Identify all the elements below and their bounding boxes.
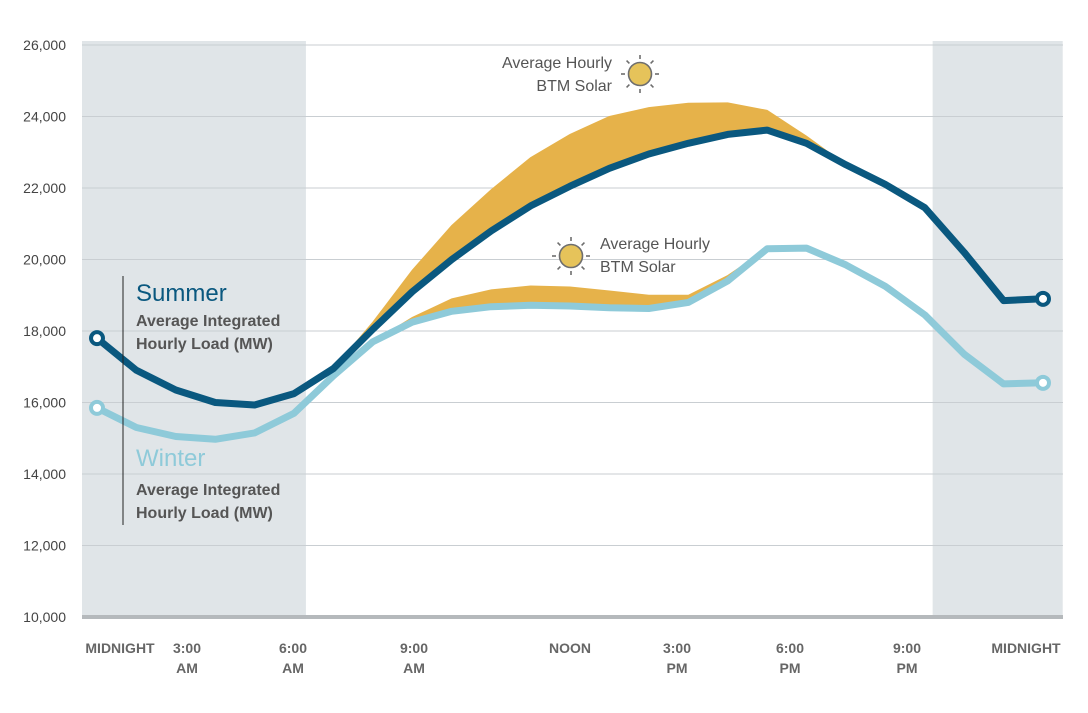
y-tick-label: 20,000 — [23, 252, 66, 268]
series-subtitle: Hourly Load (MW) — [136, 336, 273, 353]
summer-solar-annotation: Average Hourly — [502, 55, 612, 72]
night-shade-band — [82, 41, 306, 617]
data-point-winter — [89, 399, 105, 416]
x-tick-label: MIDNIGHT — [85, 640, 155, 656]
sun-icon — [552, 237, 590, 275]
axes: 10,000 12,000 14,000 16,000 18,000 20,000 22,0… — [23, 37, 1063, 676]
x-tick-label: AM — [176, 660, 198, 676]
x-tick-label: AM — [403, 660, 425, 676]
data-point-summer — [89, 330, 105, 347]
data-point-summer — [1035, 290, 1051, 307]
x-tick-label: MIDNIGHT — [991, 640, 1061, 656]
series-labels: Summer Average Integrated Hourly Load (MW)… — [122, 276, 280, 525]
y-tick-label: 26,000 — [23, 37, 66, 53]
x-tick-label: 9:00 — [893, 640, 921, 656]
gridlines — [82, 44, 1063, 546]
x-tick-label: 9:00 — [400, 640, 428, 656]
series-lines — [89, 126, 1051, 443]
series-subtitle: Average Integrated — [136, 313, 280, 330]
series-subtitle: Average Integrated — [136, 482, 280, 499]
y-tick-label: 16,000 — [23, 395, 66, 411]
night-shading — [82, 41, 1063, 617]
night-shade-band — [932, 41, 1063, 617]
y-tick-label: 10,000 — [23, 609, 66, 625]
series-subtitle: Hourly Load (MW) — [136, 505, 273, 522]
x-tick-label: PM — [897, 660, 918, 676]
x-tick-label: 6:00 — [776, 640, 804, 656]
sun-icon — [621, 55, 659, 93]
summer-solar-annotation: BTM Solar — [536, 78, 612, 95]
series-line-winter — [93, 244, 1047, 443]
x-tick-label: AM — [282, 660, 304, 676]
data-point-winter — [1035, 374, 1051, 391]
x-tick-label: 6:00 — [279, 640, 307, 656]
winter-solar-annotation: Average Hourly — [600, 236, 710, 253]
x-tick-label: PM — [780, 660, 801, 676]
series-label-summer: Summer — [136, 280, 227, 307]
x-tick-label: PM — [667, 660, 688, 676]
y-tick-label: 24,000 — [23, 109, 66, 125]
series-label-winter: Winter — [136, 445, 205, 472]
series-line-summer — [93, 126, 1047, 409]
y-tick-label: 12,000 — [23, 538, 66, 554]
x-tick-label: 3:00 — [663, 640, 691, 656]
winter-solar-annotation: BTM Solar — [600, 259, 676, 276]
solar-annotations: Average Hourly BTM Solar Average Hourly BTM… — [502, 55, 710, 276]
y-tick-label: 22,000 — [23, 180, 66, 196]
x-tick-label: NOON — [549, 640, 591, 656]
y-tick-label: 18,000 — [23, 323, 66, 339]
x-tick-label: 3:00 — [173, 640, 201, 656]
y-tick-label: 14,000 — [23, 466, 66, 482]
